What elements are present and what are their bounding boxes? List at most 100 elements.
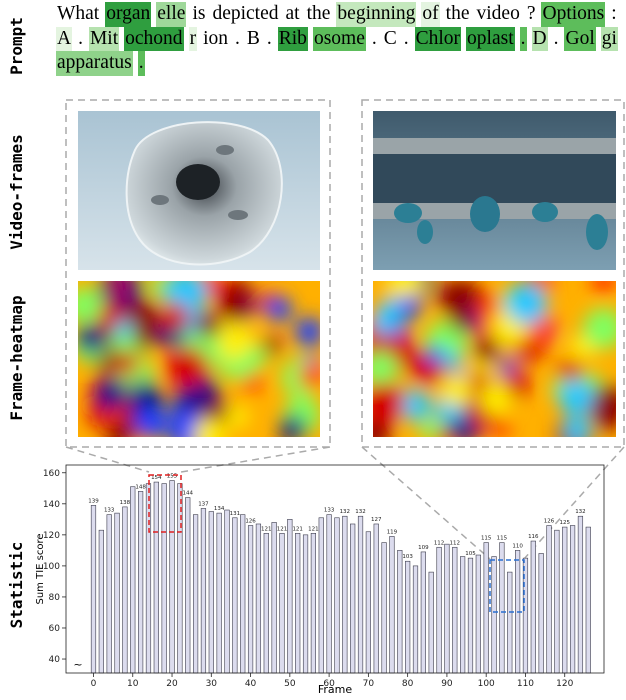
value-label: 138: [120, 500, 131, 506]
y-tick-label: 140: [43, 500, 60, 510]
value-label: 126: [245, 519, 256, 525]
heat-blob: [362, 351, 398, 387]
row-label: Prompt: [7, 17, 26, 75]
bar: [547, 526, 552, 673]
y-tick-label: 60: [49, 624, 61, 634]
page: Prompt Video-frames Frame-heatmap Statis…: [0, 0, 626, 700]
bar: [248, 526, 253, 673]
x-tick-label: 50: [284, 679, 296, 689]
heat-blob: [441, 375, 473, 407]
prompt-token: A: [56, 27, 72, 52]
bar: [295, 533, 300, 673]
x-tick-label: 30: [206, 679, 218, 689]
prompt-token: .: [553, 27, 560, 52]
bar: [123, 507, 128, 673]
bar: [468, 558, 473, 673]
heat-blob: [263, 336, 281, 354]
row-label: Video-frames: [7, 134, 26, 250]
value-label: 119: [387, 529, 398, 535]
bar: [382, 543, 387, 673]
prompt-token: depicted: [211, 2, 279, 27]
prompt-token: .: [520, 27, 527, 52]
heat-blob: [492, 419, 511, 438]
value-label: 127: [371, 517, 382, 523]
prompt-token: at: [285, 2, 301, 27]
heat-blob: [597, 409, 619, 431]
bar: [405, 561, 410, 673]
bar: [201, 508, 206, 673]
bar: [138, 491, 143, 673]
bar: [280, 533, 285, 673]
bar: [452, 547, 457, 673]
prompt-token: ion: [202, 27, 229, 52]
prompt-token: .: [371, 27, 378, 52]
bar: [327, 515, 332, 673]
value-label: 110: [512, 543, 523, 549]
bar: [319, 518, 324, 673]
bar: [350, 524, 355, 673]
bar: [484, 543, 489, 673]
value-label: 132: [575, 509, 586, 515]
y-axis-label: Sum TIE score: [35, 533, 46, 604]
prompt-token: What: [56, 2, 100, 27]
heat-blob: [115, 320, 132, 337]
bar: [178, 484, 183, 673]
bar: [240, 515, 245, 673]
value-label: 103: [402, 554, 413, 560]
prompt-token: gi: [601, 27, 618, 52]
value-label: 115: [497, 536, 508, 542]
heat-blob: [444, 352, 462, 370]
x-tick-label: 120: [556, 679, 573, 689]
prompt-token: r: [189, 27, 198, 52]
value-label: 139: [88, 498, 99, 504]
value-label: 125: [559, 520, 570, 526]
prompt-token: .: [266, 27, 273, 52]
value-label: 144: [182, 491, 193, 497]
value-label: 112: [434, 540, 445, 546]
bar: [233, 518, 238, 673]
value-label: 112: [450, 540, 461, 546]
x-tick-label: 110: [517, 679, 534, 689]
bar: [335, 518, 340, 673]
heat-blob: [136, 406, 169, 439]
prompt-token: video: [476, 2, 521, 27]
value-label: 126: [544, 519, 555, 525]
heat-blob: [244, 347, 266, 369]
bar: [539, 553, 544, 673]
heat-blob: [168, 347, 209, 388]
x-tick-label: 40: [245, 679, 257, 689]
value-label: 121: [277, 526, 288, 532]
y-tick-label: 40: [49, 655, 61, 665]
heat-blob: [279, 416, 306, 443]
value-label: 121: [308, 526, 319, 532]
value-label: 121: [261, 526, 272, 532]
prompt-token: of: [421, 2, 439, 27]
heat-blob: [438, 280, 473, 315]
prompt-token: ochond: [124, 27, 183, 52]
bar: [476, 555, 481, 673]
value-label: 115: [481, 536, 492, 542]
heat-blob: [480, 383, 512, 415]
prompt-token: osome: [313, 27, 366, 52]
bar: [374, 524, 379, 673]
video-frame: [78, 111, 320, 270]
bar: [154, 482, 159, 673]
bar: [288, 519, 293, 673]
prompt-token: is: [191, 2, 206, 27]
x-tick-label: 20: [166, 679, 178, 689]
bar: [492, 557, 497, 673]
prompt-token: D: [532, 27, 548, 52]
bar: [437, 547, 442, 673]
heat-blob: [227, 405, 249, 427]
bar: [209, 512, 214, 673]
prompt-token: elle: [156, 2, 186, 27]
connector: [66, 447, 149, 472]
heat-blob: [397, 295, 421, 319]
video-frame: [373, 111, 616, 270]
bar: [115, 513, 120, 673]
heat-blob: [295, 318, 323, 346]
axis-break: ~: [73, 658, 82, 671]
value-label: 105: [465, 551, 476, 557]
heat-blob: [163, 302, 190, 329]
